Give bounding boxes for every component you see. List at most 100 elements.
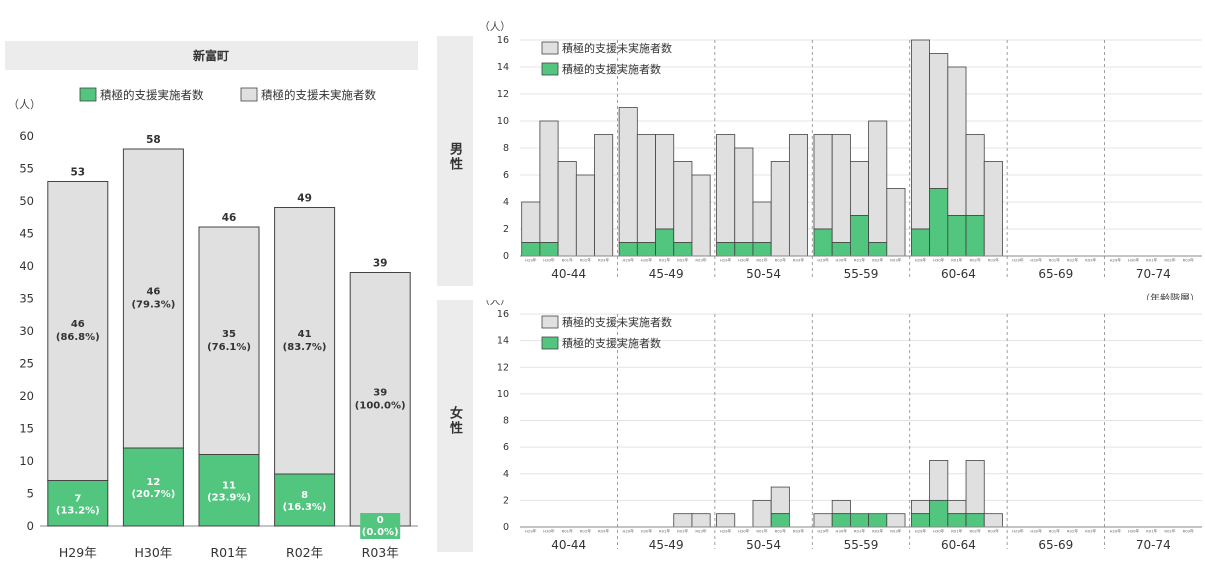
bar-implemented	[716, 242, 736, 257]
bar-not-implemented	[947, 66, 967, 216]
age-group-label: 50-54	[746, 267, 781, 281]
bar-not-implemented	[557, 161, 577, 257]
bar-implemented	[965, 215, 985, 257]
y-tick-label: 4	[503, 469, 509, 480]
year-tick-label: R01年	[562, 258, 573, 263]
y-tick-label: 60	[19, 129, 34, 143]
y-tick-label: 35	[19, 292, 34, 306]
year-tick-label: R03年	[1085, 258, 1096, 263]
bar-not-implemented	[752, 499, 772, 528]
legend-label-implemented: 積極的支援実施者数	[100, 88, 204, 102]
bar-not-implemented	[813, 513, 833, 528]
chart-title-band	[5, 41, 418, 70]
y-tick-label: 0	[503, 251, 509, 262]
data-label-implemented: 7	[74, 493, 81, 504]
age-group-label: 50-54	[746, 538, 781, 552]
bar-not-implemented	[911, 499, 931, 515]
year-tick-label: R02年	[1067, 258, 1078, 263]
bar-not-implemented	[274, 207, 336, 475]
data-label-implemented-pct: (23.9%)	[207, 492, 251, 503]
data-label-not-implemented: 41	[298, 329, 312, 340]
bar-implemented	[539, 242, 559, 257]
year-tick-label: H30年	[641, 529, 653, 534]
year-tick-label: H30年	[836, 258, 848, 263]
bar-implemented	[813, 228, 833, 257]
year-tick-label: H29年	[720, 258, 732, 263]
year-tick-label: H30年	[738, 258, 750, 263]
year-tick-label: H29年	[525, 258, 537, 263]
year-tick-label: H30年	[1030, 258, 1042, 263]
age-group-label: 45-49	[649, 538, 684, 552]
bar-implemented	[198, 454, 260, 527]
data-label-total: 49	[297, 193, 312, 205]
bar-not-implemented	[594, 134, 614, 257]
y-tick-label: 6	[503, 442, 509, 453]
data-label-implemented: 0	[377, 515, 384, 526]
bar-implemented	[770, 513, 790, 528]
y-tick-label: 50	[19, 194, 34, 208]
bar-implemented	[274, 473, 336, 527]
age-group-label: 60-64	[941, 267, 976, 281]
year-tick-label: H29年	[622, 258, 634, 263]
bar-not-implemented	[868, 120, 888, 243]
data-label-implemented-pct: (16.3%)	[283, 502, 327, 513]
bar-implemented	[636, 242, 656, 257]
bar-implemented	[965, 513, 985, 528]
year-tick-label: R02年	[775, 258, 786, 263]
x-tick-label: H30年	[134, 545, 172, 560]
year-tick-label: H29年	[622, 529, 634, 534]
bar-implemented	[868, 513, 888, 528]
data-label-total: 58	[146, 134, 161, 146]
year-tick-label: R02年	[677, 258, 688, 263]
bar-not-implemented	[691, 174, 711, 257]
bar-not-implemented	[575, 174, 595, 257]
year-tick-label: H29年	[1012, 529, 1024, 534]
y-tick-label: 8	[503, 416, 509, 427]
legend-label-not-implemented: 積極的支援未実施者数	[562, 315, 672, 329]
data-label-not-implemented: 46	[146, 287, 160, 298]
bar-not-implemented	[691, 513, 711, 528]
age-group-label: 65-69	[1038, 538, 1073, 552]
y-tick-label: 30	[19, 324, 34, 338]
bar-implemented	[929, 188, 949, 257]
year-tick-label: H30年	[933, 529, 945, 534]
bar-not-implemented	[965, 134, 985, 216]
year-tick-label: R03年	[1085, 529, 1096, 534]
year-tick-label: H29年	[1012, 258, 1024, 263]
year-tick-label: R01年	[1146, 258, 1157, 263]
year-tick-label: R01年	[951, 258, 962, 263]
y-axis-unit: （人）	[485, 300, 511, 307]
data-label-total: 53	[70, 167, 85, 179]
year-tick-label: R03年	[890, 529, 901, 534]
year-tick-label: R02年	[969, 529, 980, 534]
year-tick-label: R01年	[1049, 529, 1060, 534]
bar-implemented	[521, 242, 541, 257]
data-label-implemented: 11	[222, 480, 236, 491]
year-tick-label: H30年	[543, 258, 555, 263]
data-label-total: 39	[373, 258, 388, 270]
bar-implemented	[929, 499, 949, 528]
bar-implemented	[849, 215, 870, 257]
zero-label-box	[360, 513, 401, 539]
y-tick-label: 10	[19, 454, 34, 468]
y-tick-label: 12	[497, 89, 509, 100]
year-tick-label: R02年	[1164, 258, 1175, 263]
year-tick-label: H30年	[836, 529, 848, 534]
legend-swatch-not-implemented	[240, 87, 258, 102]
year-tick-label: H29年	[720, 529, 732, 534]
bar-implemented	[911, 513, 931, 528]
bar-not-implemented	[636, 134, 656, 243]
year-tick-label: R03年	[988, 529, 999, 534]
age-group-label: 55-59	[844, 538, 879, 552]
year-tick-label: H30年	[738, 529, 750, 534]
bar-implemented	[947, 513, 967, 528]
bar-not-implemented	[886, 513, 906, 528]
bar-not-implemented	[886, 188, 906, 257]
year-tick-label: R03年	[793, 258, 804, 263]
legend-label-implemented: 積極的支援実施者数	[562, 336, 661, 350]
year-tick-label: H30年	[1030, 529, 1042, 534]
year-tick-label: R01年	[659, 258, 670, 263]
year-tick-label: R03年	[988, 258, 999, 263]
bar-implemented	[734, 242, 754, 257]
